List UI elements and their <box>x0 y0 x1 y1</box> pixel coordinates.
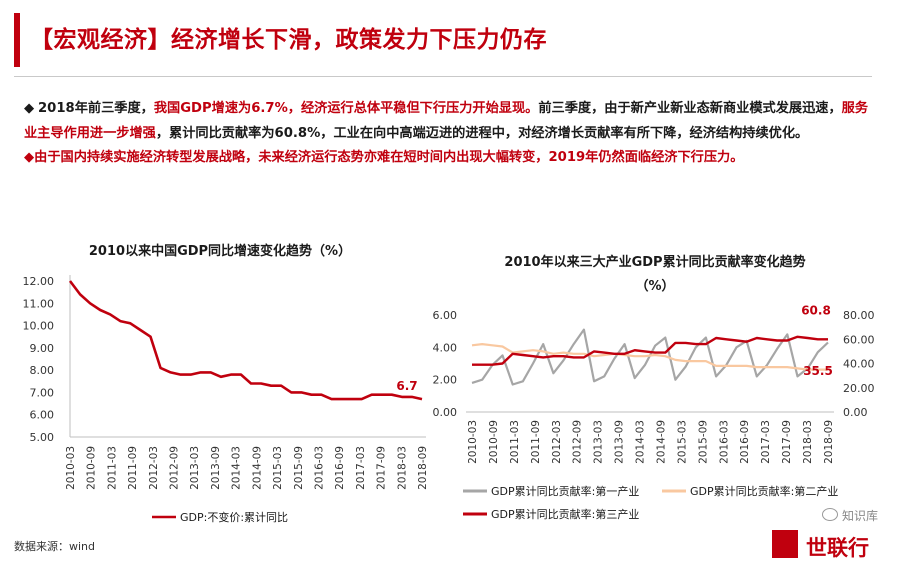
chart2-x-tick-label: 2011-03 <box>509 420 521 464</box>
chart2-x-tick-label: 2012-03 <box>551 420 563 464</box>
chart2-x-tick-label: 2011-09 <box>530 420 542 464</box>
chart2-legend-label: GDP累计同比贡献率:第一产业 <box>491 484 639 498</box>
chart1-x-tick-label: 2017-03 <box>355 446 367 490</box>
chart2-title: 2010年以来三大产业GDP累计同比贡献率变化趋势 <box>504 254 805 270</box>
chart2-legend-label: GDP累计同比贡献率:第二产业 <box>690 484 838 498</box>
company-logo-text: 世联行 <box>806 535 869 560</box>
chart2-series-primary-line <box>471 328 829 386</box>
chart1-x-tick-label: 2016-03 <box>313 446 325 490</box>
data-source: 数据来源：wind <box>14 540 96 553</box>
chart1-x-tick-label: 2011-09 <box>127 446 139 490</box>
chart1-y-tick-label: 7.00 <box>30 386 55 399</box>
chart1-y-tick-label: 5.00 <box>30 431 55 444</box>
chart2-y-right-tick-label: 60.00 <box>843 333 875 346</box>
chart2-x-tick-label: 2013-09 <box>614 420 626 464</box>
chart1-x-tick-label: 2015-03 <box>272 446 284 490</box>
chart2-x-tick-label: 2013-03 <box>593 420 605 464</box>
bullet-1-part-a: 2018年前三季度， <box>38 101 154 116</box>
chart2-series-secondary-line <box>471 343 828 371</box>
bullet-paragraph-2: ◆由于国内持续实施经济转型发展战略，未来经济运行态势亦难在短时间内出现大幅转变，… <box>24 146 874 171</box>
chart2-y-left-tick-label: 0.00 <box>433 406 458 419</box>
chart2-legend-label: GDP累计同比贡献率:第三产业 <box>491 507 639 521</box>
chart2-x-tick-label: 2017-03 <box>760 420 772 464</box>
chart1-y-tick-label: 10.00 <box>23 320 55 333</box>
chart2-x-tick-label: 2012-09 <box>572 420 584 464</box>
chart1-x-tick-label: 2010-09 <box>86 446 98 490</box>
chart2-y-left-tick-label: 2.00 <box>433 374 458 387</box>
chart2-series-tertiary-line <box>472 335 828 366</box>
chart1-x-tick-label: 2012-09 <box>169 446 181 490</box>
chart1-x-tick-label: 2010-03 <box>65 446 77 490</box>
bullet-paragraph-1: ◆ 2018年前三季度，我国GDP增速为6.7%，经济运行总体平稳但下行压力开始显… <box>24 97 874 146</box>
diamond-bullet-icon: ◆ <box>24 101 35 116</box>
chart2-y-left-tick-label: 4.00 <box>433 341 458 354</box>
chart1-x-tick-label: 2014-09 <box>251 446 263 490</box>
chart1-x-tick-label: 2011-03 <box>106 446 118 490</box>
chart1-y-tick-label: 8.00 <box>30 364 55 377</box>
chart2-data-label-secondary: 35.5 <box>803 364 833 378</box>
chart1-y-tick-label: 9.00 <box>30 342 55 355</box>
chart1-x-tick-label: 2013-09 <box>210 446 222 490</box>
chart2-x-tick-label: 2018-03 <box>802 420 814 464</box>
chart2-x-tick-label: 2016-09 <box>739 420 751 464</box>
chart1-y-tick-label: 11.00 <box>23 297 55 310</box>
watermark-text: 知识库 <box>842 509 879 523</box>
chart1-x-tick-label: 2017-09 <box>376 446 388 490</box>
bullet-1-part-c: 前三季度，由于新产业新业态新商业模式发展迅速， <box>538 101 842 116</box>
chart1-series-gdp-line <box>68 280 423 401</box>
chart1-legend-label: GDP:不变价:累计同比 <box>180 510 288 524</box>
chart1-y-tick-label: 12.00 <box>23 275 55 288</box>
chart1-data-label: 6.7 <box>396 379 417 393</box>
chart2-x-tick-label: 2016-03 <box>718 420 730 464</box>
company-logo-icon <box>772 530 798 558</box>
chart2-y-right-tick-label: 80.00 <box>843 309 875 322</box>
chart2-x-tick-label: 2010-03 <box>467 420 479 464</box>
title-accent-bar <box>14 13 20 67</box>
chart2-x-tick-label: 2018-09 <box>823 420 835 464</box>
chart2-x-tick-label: 2017-09 <box>781 420 793 464</box>
chart1-x-tick-label: 2014-03 <box>231 446 243 490</box>
bullet-1-part-b: 我国GDP增速为6.7%，经济运行总体平稳但下行压力开始显现。 <box>153 101 539 116</box>
chart2-y-right-tick-label: 0.00 <box>843 406 868 419</box>
title-divider <box>14 76 872 77</box>
chart2-y-right-tick-label: 40.00 <box>843 358 875 371</box>
chart2-x-tick-label: 2015-09 <box>697 420 709 464</box>
wechat-icon <box>822 508 838 521</box>
bullet-1-part-d: 服务业主导作用进一步增强 <box>24 101 869 141</box>
chart1-x-tick-label: 2012-03 <box>148 446 160 490</box>
chart1-x-tick-label: 2013-03 <box>189 446 201 490</box>
bullet-1-part-e: ，累计同比贡献率为60.8%，工业在向中高端迈进的进程中，对经济增长贡献率有所下… <box>155 125 809 141</box>
bullet-2-text: 由于国内持续实施经济转型发展战略，未来经济运行态势亦难在短时间内出现大幅转变，2… <box>34 150 744 165</box>
title-bar: 【宏观经济】经济增长下滑，政策发力下压力仍存 <box>0 0 900 78</box>
chart2-x-tick-label: 2015-03 <box>676 420 688 464</box>
diamond-bullet-icon: ◆ <box>24 150 35 165</box>
chart2-y-left-tick-label: 6.00 <box>433 309 458 322</box>
chart2-x-tick-label: 2014-03 <box>635 420 647 464</box>
chart1-x-tick-label: 2018-09 <box>417 446 429 490</box>
chart2-x-tick-label: 2010-09 <box>488 420 500 464</box>
chart2-y-right-tick-label: 20.00 <box>843 382 875 395</box>
chart2-title-unit: （%） <box>635 278 674 294</box>
chart1-y-tick-label: 6.00 <box>30 409 55 422</box>
summary-text: ◆ 2018年前三季度，我国GDP增速为6.7%，经济运行总体平稳但下行压力开始显… <box>24 97 874 171</box>
chart2-x-tick-label: 2014-09 <box>655 420 667 464</box>
chart1-x-tick-label: 2016-09 <box>334 446 346 490</box>
page-title: 【宏观经济】经济增长下滑，政策发力下压力仍存 <box>30 27 547 53</box>
chart1-x-tick-label: 2015-09 <box>293 446 305 490</box>
chart2-data-label-tertiary: 60.8 <box>801 303 831 317</box>
chart1-title: 2010以来中国GDP同比增速变化趋势（%） <box>89 243 351 259</box>
chart1-x-tick-label: 2018-03 <box>396 446 408 490</box>
